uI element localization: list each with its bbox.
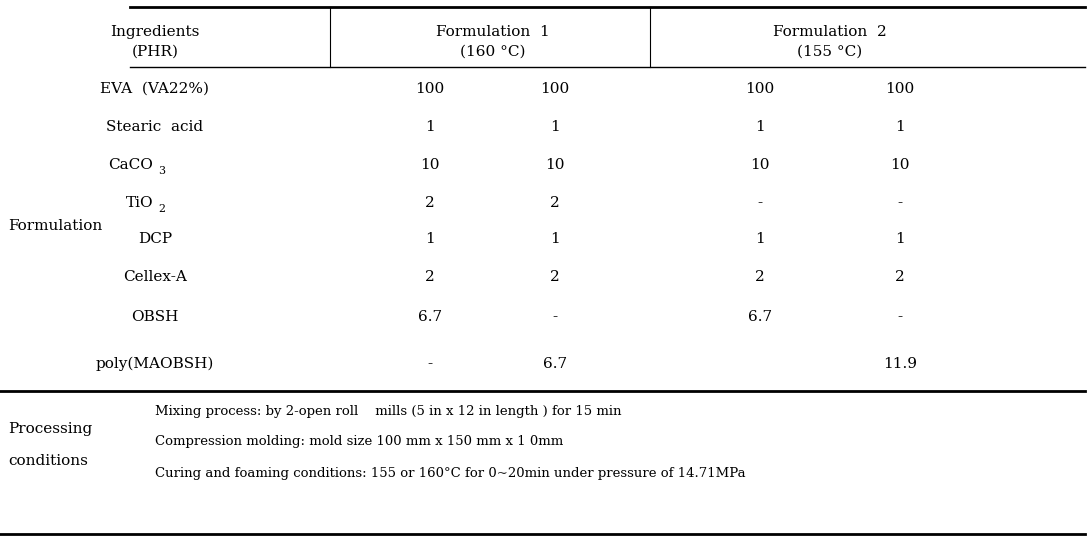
Text: -: - bbox=[898, 196, 903, 210]
Text: 6.7: 6.7 bbox=[543, 357, 567, 371]
Text: Compression molding: mold size 100 mm x 150 mm x 1 0mm: Compression molding: mold size 100 mm x … bbox=[155, 434, 563, 447]
Text: Mixing process: by 2-open roll    mills (5 in x 12 in length ) for 15 min: Mixing process: by 2-open roll mills (5 … bbox=[155, 404, 621, 418]
Text: 11.9: 11.9 bbox=[883, 357, 917, 371]
Text: -: - bbox=[898, 310, 903, 324]
Text: CaCO: CaCO bbox=[108, 158, 153, 172]
Text: 1: 1 bbox=[550, 232, 560, 246]
Text: 100: 100 bbox=[746, 82, 774, 96]
Text: poly(MAOBSH): poly(MAOBSH) bbox=[96, 357, 214, 371]
Text: 3: 3 bbox=[158, 166, 165, 176]
Text: Formulation: Formulation bbox=[8, 219, 103, 233]
Text: 6.7: 6.7 bbox=[418, 310, 442, 324]
Text: 1: 1 bbox=[425, 120, 435, 134]
Text: 10: 10 bbox=[750, 158, 770, 172]
Text: 100: 100 bbox=[415, 82, 444, 96]
Text: 1: 1 bbox=[895, 120, 905, 134]
Text: 1: 1 bbox=[425, 232, 435, 246]
Text: 100: 100 bbox=[541, 82, 570, 96]
Text: DCP: DCP bbox=[138, 232, 173, 246]
Text: 1: 1 bbox=[550, 120, 560, 134]
Text: Curing and foaming conditions: 155 or 160°C for 0~20min under pressure of 14.71M: Curing and foaming conditions: 155 or 16… bbox=[155, 467, 746, 480]
Text: (PHR): (PHR) bbox=[131, 45, 178, 59]
Text: OBSH: OBSH bbox=[131, 310, 179, 324]
Text: conditions: conditions bbox=[8, 454, 87, 468]
Text: 1: 1 bbox=[756, 120, 764, 134]
Text: (155 °C): (155 °C) bbox=[797, 45, 863, 59]
Text: 2: 2 bbox=[550, 196, 560, 210]
Text: Processing: Processing bbox=[8, 422, 92, 436]
Text: -: - bbox=[427, 357, 432, 371]
Text: 1: 1 bbox=[756, 232, 764, 246]
Text: Ingredients: Ingredients bbox=[110, 25, 200, 39]
Text: Formulation  1: Formulation 1 bbox=[436, 25, 549, 39]
Text: -: - bbox=[758, 196, 762, 210]
Text: Cellex-A: Cellex-A bbox=[123, 270, 187, 284]
Text: 100: 100 bbox=[886, 82, 915, 96]
Text: 1: 1 bbox=[895, 232, 905, 246]
Text: 6.7: 6.7 bbox=[748, 310, 772, 324]
Text: Stearic  acid: Stearic acid bbox=[106, 120, 203, 134]
Text: 10: 10 bbox=[545, 158, 565, 172]
Text: Formulation  2: Formulation 2 bbox=[773, 25, 887, 39]
Text: 2: 2 bbox=[425, 270, 435, 284]
Text: (160 °C): (160 °C) bbox=[460, 45, 525, 59]
Text: TiO: TiO bbox=[126, 196, 153, 210]
Text: 2: 2 bbox=[158, 204, 165, 214]
Text: 2: 2 bbox=[756, 270, 764, 284]
Text: 10: 10 bbox=[890, 158, 910, 172]
Text: 10: 10 bbox=[420, 158, 440, 172]
Text: 2: 2 bbox=[425, 196, 435, 210]
Text: -: - bbox=[553, 310, 558, 324]
Text: 2: 2 bbox=[550, 270, 560, 284]
Text: 2: 2 bbox=[895, 270, 905, 284]
Text: EVA  (VA22%): EVA (VA22%) bbox=[100, 82, 210, 96]
